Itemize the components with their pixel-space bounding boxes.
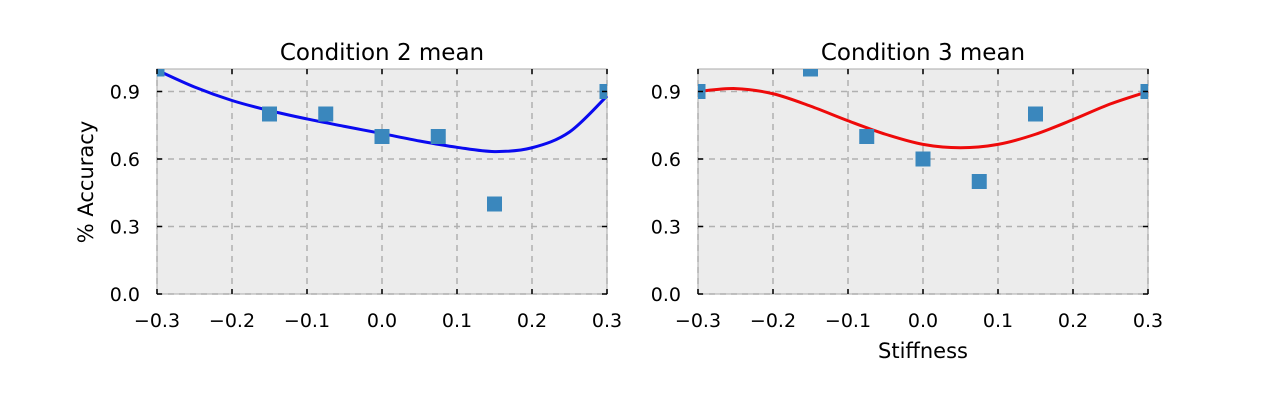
x-tick-label: −0.1 — [284, 310, 330, 332]
data-point — [262, 106, 277, 122]
data-point — [430, 129, 446, 144]
data-point — [487, 196, 502, 212]
y-tick-label: 0.0 — [110, 284, 140, 306]
y-axis-label: % Accuracy — [74, 121, 98, 244]
chart-title: Condition 2 mean — [280, 40, 484, 66]
x-tick-label: 0.3 — [1133, 310, 1163, 332]
data-point — [157, 69, 165, 77]
chart-panel-condition-3: −0.3 −0.2 −0.1 0.0 0.1 0.2 0.3 0.0 0.3 0.6 0.9 Con… — [651, 40, 1163, 363]
x-tick-label: −0.3 — [675, 310, 721, 332]
data-point — [971, 174, 987, 189]
x-tick-label: −0.2 — [209, 310, 255, 332]
x-tick-label: 0.1 — [983, 310, 1013, 332]
y-tick-label: 0.0 — [651, 284, 681, 306]
chart-panel-condition-2: −0.3 −0.2 −0.1 0.0 0.1 0.2 0.3 0.0 0.3 0.6 0.9 Con… — [74, 40, 622, 332]
x-tick-label: 0.2 — [517, 310, 547, 332]
data-point — [318, 106, 334, 122]
y-tick-label: 0.6 — [110, 149, 140, 171]
y-tick-label: 0.9 — [110, 82, 140, 104]
x-tick-label: −0.3 — [134, 310, 180, 332]
x-tick-label: 0.3 — [592, 310, 622, 332]
data-point — [1028, 106, 1043, 122]
fit-line-group — [697, 87, 1149, 150]
x-tick-label: 0.2 — [1058, 310, 1088, 332]
chart-title: Condition 3 mean — [821, 40, 1025, 66]
data-point — [374, 129, 390, 144]
fit-line — [697, 87, 1149, 150]
data-point — [915, 151, 931, 167]
grid — [156, 69, 608, 295]
x-tick-label: −0.1 — [825, 310, 871, 332]
y-tick-label: 0.9 — [651, 82, 681, 104]
x-tick-label: 0.0 — [367, 310, 397, 332]
x-tick-label: 0.0 — [908, 310, 938, 332]
x-axis-label: Stiffness — [878, 339, 968, 363]
ticks-group: −0.3 −0.2 −0.1 0.0 0.1 0.2 0.3 0.0 0.3 0.6 0.9 — [110, 69, 622, 332]
x-tick-label: −0.2 — [750, 310, 796, 332]
y-tick-label: 0.3 — [651, 217, 681, 239]
y-tick-label: 0.6 — [651, 149, 681, 171]
ticks-group: −0.3 −0.2 −0.1 0.0 0.1 0.2 0.3 0.0 0.3 0.6 0.9 — [651, 69, 1163, 332]
x-tick-label: 0.1 — [442, 310, 472, 332]
data-point — [803, 69, 818, 77]
y-tick-label: 0.3 — [110, 217, 140, 239]
data-point — [859, 129, 875, 144]
